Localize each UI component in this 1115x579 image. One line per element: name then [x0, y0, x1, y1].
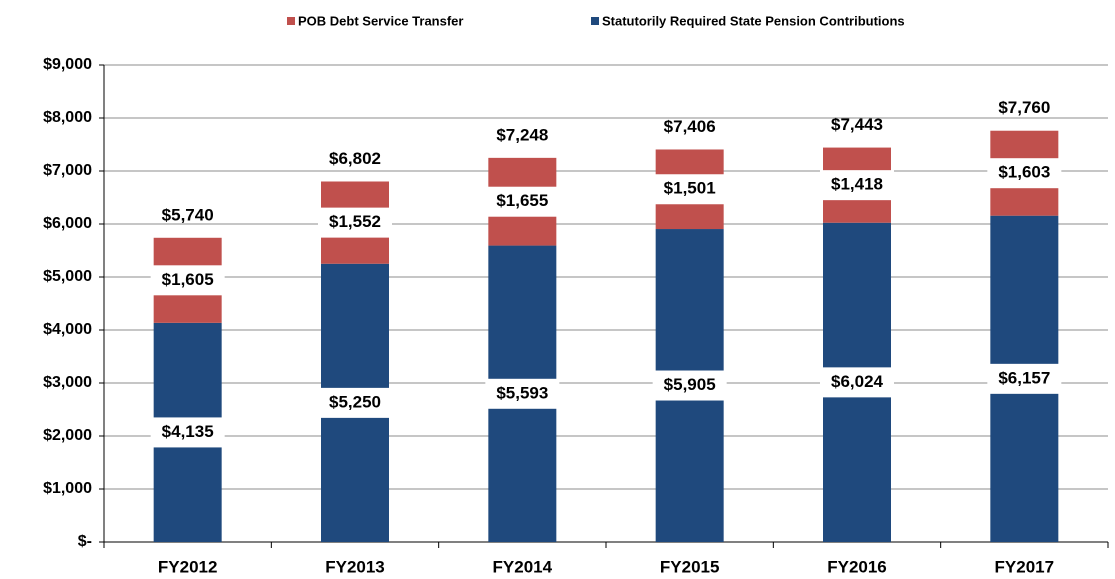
y-tick-label: $2,000	[43, 427, 92, 444]
data-label-box	[652, 174, 727, 205]
y-tick-label: $1,000	[43, 480, 92, 497]
data-label-box	[318, 387, 392, 418]
data-label-box	[485, 186, 560, 217]
data-label: $5,905	[664, 375, 716, 394]
data-label: $1,501	[664, 179, 716, 198]
legend-swatch	[591, 17, 599, 25]
data-label: $6,024	[831, 372, 884, 391]
data-label-box	[485, 378, 560, 409]
x-tick-label: FY2016	[827, 557, 887, 576]
y-tick-label: $3,000	[43, 374, 92, 391]
data-label-box	[318, 207, 392, 238]
data-label: $6,157	[998, 368, 1050, 387]
legend-label: POB Debt Service Transfer	[298, 13, 463, 28]
data-label-box	[987, 363, 1062, 394]
data-label: $1,655	[496, 191, 548, 210]
data-label-box	[820, 367, 894, 398]
y-tick-label: $7,000	[43, 162, 92, 179]
y-tick-label: $-	[78, 533, 92, 550]
data-label: $5,250	[329, 392, 381, 411]
x-tick-label: FY2014	[493, 557, 553, 576]
data-label-box	[150, 265, 225, 296]
data-label: $1,605	[162, 270, 214, 289]
legend-label: Statutorily Required State Pension Contr…	[602, 13, 905, 28]
data-label-box	[987, 158, 1062, 189]
data-label-box	[150, 417, 225, 448]
data-label: $1,603	[998, 163, 1050, 182]
total-label: $6,802	[329, 149, 381, 168]
x-tick-label: FY2015	[660, 557, 720, 576]
total-label: $7,406	[664, 117, 716, 136]
x-tick-label: FY2017	[995, 557, 1055, 576]
x-tick-label: FY2013	[325, 557, 385, 576]
total-label: $7,760	[998, 98, 1050, 117]
total-label: $7,248	[496, 125, 548, 144]
total-label: $7,443	[831, 115, 883, 134]
y-tick-label: $9,000	[43, 56, 92, 73]
y-tick-label: $4,000	[43, 321, 92, 338]
data-label: $4,135	[162, 422, 214, 441]
x-tick-label: FY2012	[158, 557, 218, 576]
data-label: $5,593	[496, 383, 548, 402]
y-tick-label: $5,000	[43, 268, 92, 285]
total-label: $5,740	[162, 205, 214, 224]
data-label-box	[652, 370, 727, 401]
y-tick-label: $6,000	[43, 215, 92, 232]
legend-swatch	[287, 17, 295, 25]
data-label-box	[820, 170, 894, 201]
y-tick-label: $8,000	[43, 109, 92, 126]
data-label: $1,552	[329, 212, 381, 231]
data-label: $1,418	[831, 175, 883, 194]
